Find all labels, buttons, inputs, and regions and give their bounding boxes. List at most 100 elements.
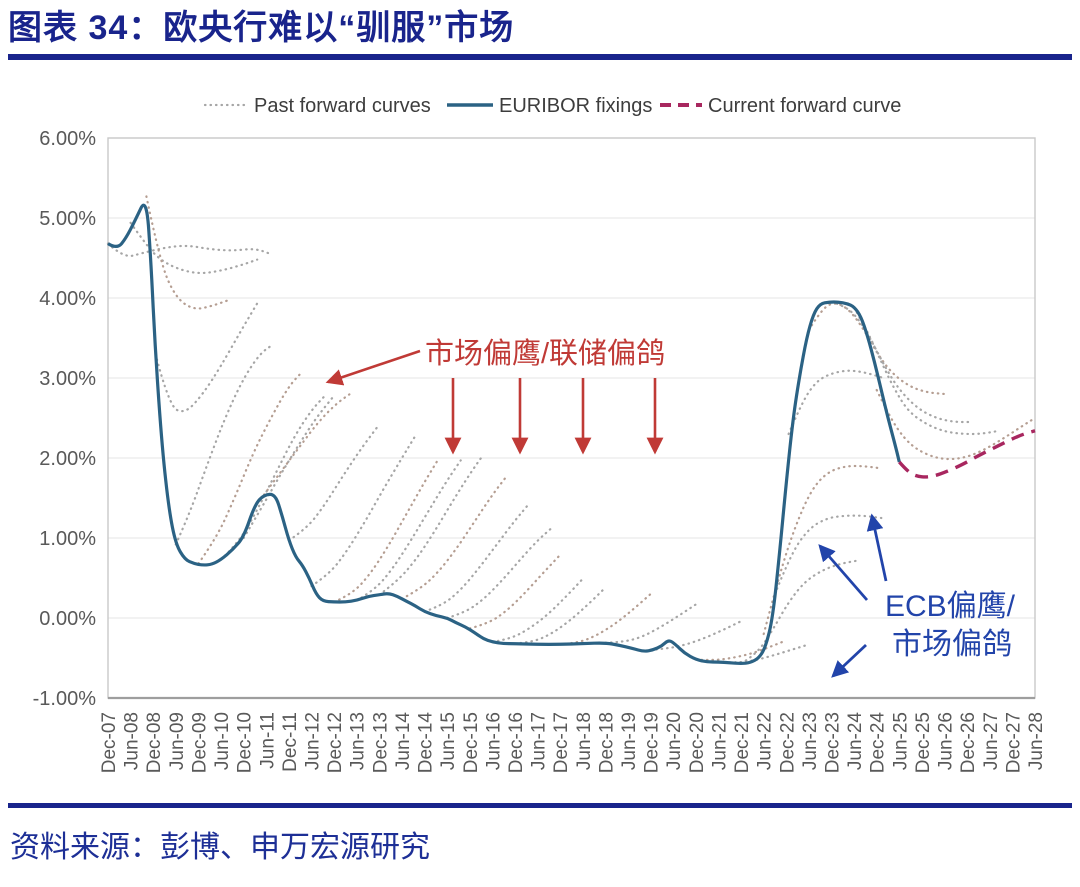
y-tick-label: 1.00%: [39, 528, 96, 550]
x-tick-label: Dec-16: [506, 712, 527, 773]
y-tick-label: 2.00%: [39, 448, 96, 470]
x-tick-label: Jun-23: [800, 712, 821, 770]
source-text: 资料来源：彭博、申万宏源研究: [10, 831, 430, 864]
current-forward-curve-line: [898, 429, 1036, 479]
past-forward-curve: [197, 370, 304, 565]
past-forward-curve: [446, 527, 553, 620]
past-forward-curve: [604, 603, 697, 644]
y-tick-label: 5.00%: [39, 208, 96, 230]
x-tick-label: Dec-14: [416, 712, 437, 774]
x-tick-label: Dec-11: [280, 712, 301, 772]
past-forward-curve: [559, 592, 652, 646]
x-tick-label: Dec-19: [642, 712, 663, 773]
legend-label-current-forward-curve: Current forward curve: [708, 95, 901, 117]
chart-legend: Past forward curves EURIBOR fixings Curr…: [203, 95, 901, 117]
past-forward-curve: [853, 306, 1000, 436]
x-tick-label: Jun-27: [981, 712, 1002, 770]
x-tick-label: Dec-17: [551, 712, 572, 773]
x-tick-label: Dec-20: [687, 712, 708, 773]
x-tick-label: Dec-23: [823, 712, 844, 773]
x-tick-label: Dec-24: [868, 712, 889, 774]
x-tick-label: Dec-22: [777, 712, 798, 773]
past-forward-curve: [649, 620, 743, 652]
x-tick-label: Jun-16: [483, 712, 504, 770]
past-forward-curve: [310, 434, 417, 588]
past-forward-curve: [694, 639, 788, 662]
x-tick-label: Dec-21: [732, 712, 753, 773]
past-forward-curve: [355, 459, 462, 602]
x-tick-label: Jun-14: [393, 712, 414, 771]
past-forward-curve: [807, 302, 946, 396]
past-forward-curve: [287, 423, 381, 542]
x-tick-label: Dec-15: [461, 712, 482, 773]
past-forward-curve: [400, 476, 507, 600]
blue-arrow: [831, 643, 867, 678]
x-tick-label: Jun-22: [755, 712, 776, 770]
red-arrow: [325, 349, 421, 386]
past-forward-curve: [513, 586, 607, 645]
past-forward-curve: [830, 300, 973, 424]
annotation-arrows: [325, 349, 888, 678]
x-tick-label: Jun-13: [348, 712, 369, 770]
forward-curves-chart: Past forward curves EURIBOR fixings Curr…: [33, 95, 1047, 773]
blue-annotation-label-line2: 市场偏鸽: [892, 628, 1012, 661]
past-forward-curve: [468, 553, 562, 630]
past-forward-curve: [423, 503, 530, 613]
y-tick-label: 0.00%: [39, 608, 96, 630]
x-tick-label: Dec-12: [325, 712, 346, 773]
x-tick-label: Jun-20: [664, 712, 685, 770]
x-tick-label: Dec-13: [370, 712, 391, 773]
past-forward-curve: [787, 369, 885, 436]
past-forward-curve: [174, 343, 275, 546]
x-tick-label: Jun-24: [845, 712, 866, 771]
x-tick-label: Jun-21: [709, 712, 730, 770]
past-forward-curve: [378, 453, 485, 596]
x-tick-label: Jun-10: [212, 712, 233, 770]
x-tick-label: Jun-25: [890, 712, 911, 770]
euribor-fixings-line: [107, 203, 901, 665]
figure-title: 图表 34：欧央行难以“驯服”市场: [8, 9, 515, 47]
x-tick-label: Dec-10: [235, 712, 256, 773]
past-forward-curve: [219, 394, 327, 561]
past-forward-curve: [333, 458, 440, 604]
x-tick-label: Jun-15: [438, 712, 459, 770]
y-tick-label: 4.00%: [39, 288, 96, 310]
blue-annotation-label-line1: ECB偏鹰/: [885, 590, 1016, 623]
blue-arrow: [818, 544, 869, 601]
legend-label-euribor-fixings: EURIBOR fixings: [499, 95, 652, 117]
past-forward-curve: [106, 242, 272, 258]
source-divider: [8, 803, 1072, 808]
x-tick-label: Jun-09: [167, 712, 188, 770]
legend-label-past-forward-curves: Past forward curves: [254, 95, 431, 117]
x-tick-label: Jun-11: [257, 712, 278, 769]
y-tick-label: 3.00%: [39, 368, 96, 390]
x-tick-label: Jun-12: [302, 712, 323, 770]
red-annotation-label: 市场偏鹰/联储偏鸽: [425, 337, 665, 370]
x-tick-label: Dec-08: [144, 712, 165, 773]
past-forward-curve: [773, 514, 883, 596]
annotations: 市场偏鹰/联储偏鸽 ECB偏鹰/ 市场偏鸽: [325, 337, 1016, 678]
past-forward-curve: [762, 464, 883, 636]
plot-area: 6.00% 5.00% 4.00% 3.00% 2.00% 1.00% 0.00% -1.00…: [33, 128, 1047, 773]
past-forward-curve: [145, 195, 232, 310]
past-forward-curve: [875, 388, 1037, 461]
x-tick-label: Jun-08: [122, 712, 143, 770]
blue-arrow: [866, 513, 888, 582]
x-tick-label: Dec-26: [958, 712, 979, 773]
x-tick-label: Dec-07: [99, 712, 120, 773]
x-tick-label: Jun-19: [619, 712, 640, 770]
x-tick-label: Dec-27: [1003, 712, 1024, 773]
past-forward-curve: [491, 577, 584, 644]
y-tick-label: 6.00%: [39, 128, 96, 150]
y-tick-label: -1.00%: [33, 688, 97, 710]
title-underline: [8, 54, 1072, 60]
past-forward-curve: [242, 394, 336, 540]
past-forward-curve: [154, 298, 261, 413]
x-tick-label: Jun-18: [574, 712, 595, 770]
x-tick-label: Jun-17: [529, 712, 550, 770]
x-tick-label: Dec-18: [596, 712, 617, 773]
x-tick-label: Dec-09: [189, 712, 210, 773]
x-tick-label: Jun-26: [936, 712, 957, 770]
past-forward-curve: [740, 559, 860, 665]
